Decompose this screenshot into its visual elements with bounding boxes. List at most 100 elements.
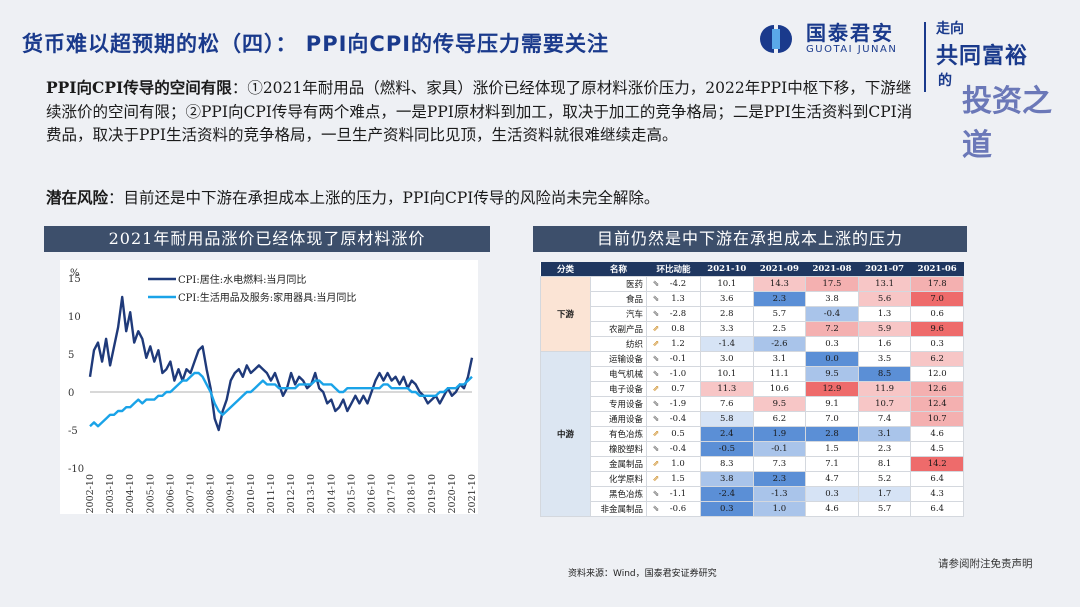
segment-cell: 下游: [540, 275, 591, 352]
value-cell: 0.6: [910, 305, 964, 322]
x-tick-label: 2020-10: [447, 474, 458, 513]
value-cell: 10.6: [752, 380, 807, 397]
row-name-cell: 专用设备: [590, 395, 647, 412]
momentum-cell: ⇘ -1.1: [646, 485, 701, 502]
row-name-cell: 橡胶塑料: [590, 440, 647, 457]
value-cell: 12.9: [805, 380, 859, 397]
paragraph-label: PPI向CPI传导的空间有限: [46, 78, 232, 97]
value-cell: 1.3: [857, 305, 912, 322]
y-tick-label: -10: [68, 464, 84, 475]
value-cell: 3.5: [857, 350, 912, 367]
value-cell: 11.9: [857, 380, 912, 397]
slogan-line3: 的: [938, 73, 952, 89]
table-row: 农副产品 ⇗ 0.8 3.3 2.5 7.2 5.9 9.6: [541, 320, 964, 337]
x-tick-label: 2017-10: [387, 474, 398, 513]
row-name-cell: 有色冶炼: [590, 425, 647, 442]
value-cell: 14.3: [752, 275, 807, 292]
momentum-value: -2.8: [669, 308, 687, 319]
data-table: 分类 名称 环比动能 2021-10 2021-09 2021-08 2021-07 2021…: [540, 262, 964, 517]
value-cell: 9.5: [805, 365, 859, 382]
value-cell: 0.3: [805, 335, 859, 352]
value-cell: 2.3: [752, 290, 807, 307]
value-cell: 5.8: [700, 410, 754, 427]
trend-up-icon: ⇗: [652, 458, 660, 468]
momentum-cell: ⇗ 0.8: [646, 320, 701, 337]
line-chart-svg: 15 10 5 0 -5 -10% 2002-10 2003-10 2004-10 2005-10…: [68, 268, 478, 513]
value-cell: 8.3: [700, 455, 754, 472]
y-tick-label: 0: [68, 388, 74, 399]
momentum-value: -0.4: [669, 443, 687, 454]
x-tick-label: 2003-10: [105, 474, 116, 513]
logo-divider: [924, 22, 926, 92]
line-chart: 15 10 5 0 -5 -10% 2002-10 2003-10 2004-10 2005-10…: [60, 260, 478, 514]
pressure-table: 分类 名称 环比动能 2021-10 2021-09 2021-08 2021-07 2021…: [540, 262, 964, 517]
table-header-cell: 分类: [540, 262, 591, 276]
x-tick-label: 2011-10: [266, 474, 277, 513]
table-row: 下游 医药 ⇘ -4.2 10.1 14.3 17.5 13.1 17.8: [540, 275, 964, 352]
momentum-cell: ⇘ -1.9: [646, 395, 701, 412]
table-row: 橡胶塑料 ⇘ -0.4 -0.5 -0.1 1.5 2.3 4.5: [541, 440, 964, 457]
value-cell: 0.3: [700, 500, 754, 517]
value-cell: 9.1: [805, 395, 859, 412]
row-name-cell: 黑色冶炼: [590, 485, 647, 502]
slogan: 走向 共同富裕 的 投资之道: [936, 18, 1066, 163]
value-cell: 3.1: [752, 350, 807, 367]
x-tick-label: 2002-10: [85, 474, 96, 513]
trend-down-icon: ⇘: [652, 413, 660, 423]
x-tick-label: 2007-10: [186, 474, 197, 513]
value-cell: 11.3: [700, 380, 754, 397]
momentum-cell: ⇘ 1.3: [646, 290, 701, 307]
momentum-value: 1.0: [671, 458, 685, 469]
x-tick-label: 2021-10: [467, 474, 478, 513]
momentum-value: -1.9: [669, 398, 687, 409]
table-header-row: 分类 名称 环比动能 2021-10 2021-09 2021-08 2021-07 2021…: [540, 262, 964, 276]
momentum-value: 0.5: [671, 428, 685, 439]
table-header-cell: 名称: [590, 262, 647, 276]
trend-down-icon: ⇘: [652, 293, 660, 303]
value-cell: 4.3: [910, 485, 964, 502]
table-row: 黑色冶炼 ⇘ -1.1 -2.4 -1.3 0.3 1.7 4.3: [541, 485, 964, 502]
value-cell: 1.9: [752, 425, 807, 442]
value-cell: 6.4: [910, 470, 964, 487]
row-name-cell: 汽车: [590, 305, 647, 322]
table-row: 非金属制品 ⇘ -0.6 0.3 1.0 4.6 5.7 6.4: [541, 500, 964, 517]
slogan-line1: 走向: [936, 21, 964, 37]
table-header-cell: 2021-08: [805, 262, 859, 276]
row-name-cell: 医药: [590, 275, 647, 292]
momentum-cell: ⇘ -1.0: [646, 365, 701, 382]
logo-en: GUOTAI JUNAN: [806, 44, 898, 55]
table-header-cell: 2021-07: [858, 262, 911, 276]
value-cell: 9.5: [752, 395, 807, 412]
value-cell: 7.0: [910, 290, 964, 307]
x-tick-label: 2005-10: [145, 474, 156, 513]
trend-down-icon: ⇘: [652, 353, 660, 363]
table-row: 化学原料 ⇗ 1.5 3.8 2.3 4.7 5.2 6.4: [541, 470, 964, 487]
value-cell: 10.1: [700, 275, 754, 292]
x-tick-label: 2015-10: [346, 474, 357, 513]
y-tick-label: 15: [68, 274, 81, 285]
series-line-1: [88, 295, 474, 432]
right-panel-title: 目前仍然是中下游在承担成本上涨的压力: [533, 226, 967, 252]
row-name-cell: 纺织: [590, 335, 647, 352]
value-cell: 5.6: [857, 290, 912, 307]
momentum-value: -1.1: [669, 488, 687, 499]
momentum-cell: ⇗ 1.2: [646, 335, 701, 352]
source-note: 资料来源：Wind，国泰君安证券研究: [568, 569, 717, 579]
momentum-value: -0.4: [669, 413, 687, 424]
momentum-cell: ⇘ -0.4: [646, 440, 701, 457]
value-cell: 17.8: [910, 275, 964, 292]
trend-down-icon: ⇘: [652, 488, 660, 498]
value-cell: 1.5: [805, 440, 859, 457]
x-tick-label: 2013-10: [306, 474, 317, 513]
momentum-cell: ⇘ -2.8: [646, 305, 701, 322]
trend-down-icon: ⇘: [652, 398, 660, 408]
value-cell: 7.4: [857, 410, 912, 427]
table-row: 通用设备 ⇘ -0.4 5.8 6.2 7.0 7.4 10.7: [541, 410, 964, 427]
x-tick-label: 2004-10: [125, 474, 136, 513]
value-cell: 8.1: [857, 455, 912, 472]
legend-label-1: CPI:居住:水电燃料:当月同比: [178, 273, 306, 286]
value-cell: 6.2: [752, 410, 807, 427]
value-cell: 7.6: [700, 395, 754, 412]
y-tick-label: -5: [68, 426, 78, 437]
momentum-cell: ⇗ 0.5: [646, 425, 701, 442]
